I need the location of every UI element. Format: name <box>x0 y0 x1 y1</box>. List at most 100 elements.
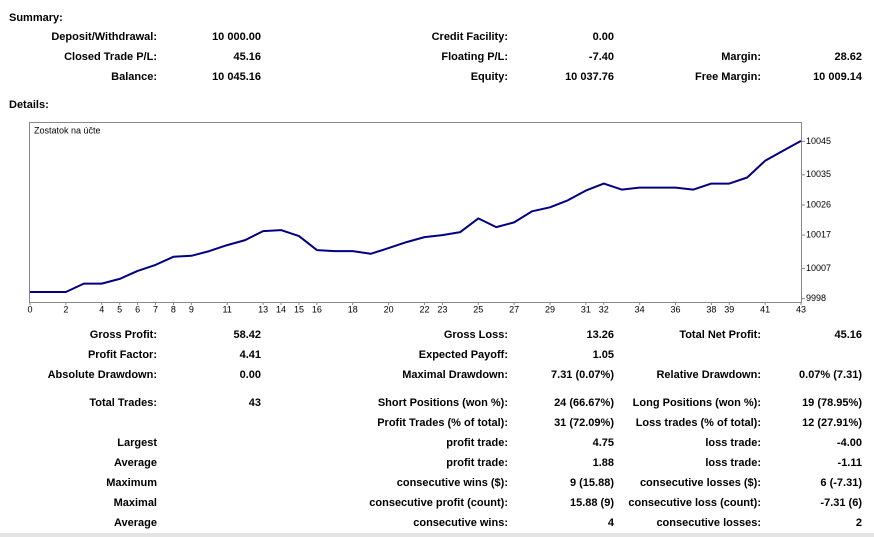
field-value: 43 <box>249 397 261 409</box>
field-value: 6 (-7.31) <box>820 477 862 489</box>
field-value: -4.00 <box>837 437 862 449</box>
field-value: 10 037.76 <box>565 71 614 83</box>
field-label: Short Positions (won %): <box>378 397 508 409</box>
field-label: consecutive losses: <box>656 517 761 529</box>
x-tick-label: 9 <box>189 304 194 314</box>
x-tick-label: 25 <box>473 304 483 314</box>
x-tick-label: 2 <box>63 304 68 314</box>
x-tick-label: 13 <box>258 304 268 314</box>
field-label: profit trade: <box>446 437 508 449</box>
field-label: Credit Facility: <box>432 31 508 43</box>
field-label: Balance: <box>111 71 157 83</box>
field-value: 58.42 <box>233 329 261 341</box>
field-value: 10 045.16 <box>212 71 261 83</box>
field-label: Relative Drawdown: <box>656 369 761 381</box>
x-tick-label: 16 <box>312 304 322 314</box>
field-label: Largest <box>117 437 157 449</box>
field-label: Floating P/L: <box>441 51 508 63</box>
x-tick-label: 4 <box>99 304 104 314</box>
chart-title: Zostatok na účte <box>34 125 101 135</box>
field-value: 4.75 <box>593 437 614 449</box>
x-tick-label: 32 <box>599 304 609 314</box>
field-value: -7.31 (6) <box>820 497 862 509</box>
y-tick-label: 10007 <box>806 263 831 273</box>
field-value: 2 <box>856 517 862 529</box>
x-tick-label: 8 <box>171 304 176 314</box>
field-value: 19 (78.95%) <box>802 397 862 409</box>
field-label: Free Margin: <box>695 71 761 83</box>
field-label: Gross Loss: <box>444 329 508 341</box>
field-value: 10 009.14 <box>813 71 863 83</box>
x-tick-label: 6 <box>135 304 140 314</box>
field-value: 0.00 <box>593 31 614 43</box>
field-label: Average <box>114 457 157 469</box>
field-label: Profit Trades (% of total): <box>377 417 508 429</box>
y-tick-label: 10035 <box>806 169 831 179</box>
field-value: 13.26 <box>586 329 614 341</box>
y-tick-label: 9998 <box>806 293 826 303</box>
field-label: consecutive wins ($): <box>397 477 508 489</box>
field-label: Total Net Profit: <box>679 329 761 341</box>
field-value: -1.11 <box>838 457 862 469</box>
x-tick-label: 41 <box>760 304 770 314</box>
field-label: Absolute Drawdown: <box>48 369 157 381</box>
x-tick-label: 0 <box>27 304 32 314</box>
field-label: consecutive losses ($): <box>640 477 761 489</box>
field-value: 4.41 <box>240 349 261 361</box>
field-label: Margin: <box>721 51 761 63</box>
field-value: 15.88 (9) <box>570 497 614 509</box>
x-tick-label: 43 <box>796 304 806 314</box>
field-label: consecutive wins: <box>413 517 508 529</box>
chart-frame <box>29 122 802 303</box>
y-tick-label: 10026 <box>806 199 831 209</box>
x-tick-label: 20 <box>384 304 394 314</box>
field-value: 0.00 <box>240 369 261 381</box>
x-tick-label: 34 <box>635 304 645 314</box>
field-label: Profit Factor: <box>88 349 157 361</box>
field-value: 7.31 (0.07%) <box>551 369 614 381</box>
field-value: 4 <box>608 517 615 529</box>
field-value: 1.88 <box>593 457 614 469</box>
field-label: consecutive loss (count): <box>628 497 761 509</box>
x-tick-label: 7 <box>153 304 158 314</box>
x-tick-label: 31 <box>581 304 591 314</box>
x-tick-label: 14 <box>276 304 286 314</box>
field-value: 45.16 <box>233 51 261 63</box>
field-value: 9 (15.88) <box>570 477 614 489</box>
field-label: profit trade: <box>446 457 508 469</box>
field-label: Maximal Drawdown: <box>402 369 508 381</box>
field-value: 28.62 <box>834 51 862 63</box>
x-tick-label: 22 <box>419 304 429 314</box>
x-tick-label: 27 <box>509 304 519 314</box>
field-label: Equity: <box>471 71 508 83</box>
x-tick-label: 15 <box>294 304 304 314</box>
y-tick-label: 10045 <box>806 136 831 146</box>
x-tick-label: 29 <box>545 304 555 314</box>
field-label: Expected Payoff: <box>419 349 508 361</box>
field-value: 45.16 <box>834 329 862 341</box>
field-label: Total Trades: <box>89 397 157 409</box>
x-tick-label: 11 <box>223 304 232 314</box>
y-tick-label: 10017 <box>806 229 831 239</box>
field-value: -7.40 <box>589 51 614 63</box>
field-value: 24 (66.67%) <box>554 397 614 409</box>
summary-heading: Summary: <box>9 12 63 24</box>
field-label: Maximal <box>114 497 157 509</box>
x-tick-label: 18 <box>348 304 358 314</box>
field-value: 12 (27.91%) <box>802 417 862 429</box>
field-value: 31 (72.09%) <box>554 417 614 429</box>
field-label: Loss trades (% of total): <box>636 417 761 429</box>
x-tick-label: 39 <box>724 304 734 314</box>
field-value: 0.07% (7.31) <box>799 369 862 381</box>
field-value: 10 000.00 <box>212 31 261 43</box>
field-value: 1.05 <box>593 349 614 361</box>
field-label: Maximum <box>106 477 157 489</box>
bottom-bar <box>0 533 874 537</box>
field-label: Long Positions (won %): <box>633 397 761 409</box>
field-label: consecutive profit (count): <box>369 497 508 509</box>
x-tick-label: 23 <box>437 304 447 314</box>
field-label: loss trade: <box>705 437 761 449</box>
field-label: Average <box>114 517 157 529</box>
balance-line <box>30 140 802 293</box>
